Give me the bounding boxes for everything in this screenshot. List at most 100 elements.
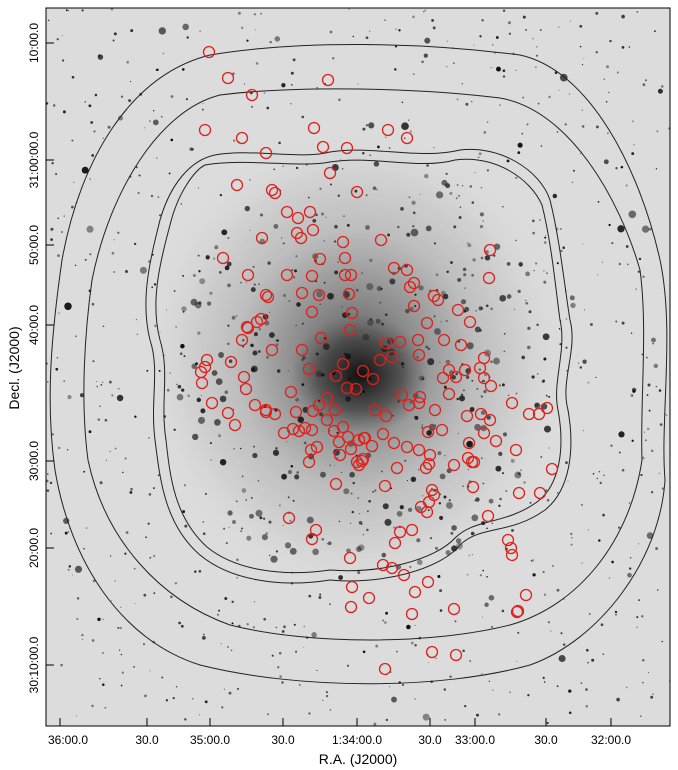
- star: [159, 331, 161, 333]
- star: [110, 8, 114, 11]
- star: [443, 495, 447, 499]
- galaxy-knot: [389, 564, 392, 566]
- star: [275, 447, 278, 450]
- galaxy-knot: [449, 192, 453, 195]
- star: [134, 415, 137, 418]
- star: [618, 262, 622, 266]
- star: [270, 555, 278, 563]
- star: [642, 83, 646, 87]
- source-circle: [385, 561, 399, 575]
- star: [303, 441, 307, 445]
- star: [116, 394, 124, 402]
- star: [543, 270, 545, 272]
- coverage-contours: [49, 44, 668, 685]
- star: [71, 574, 74, 576]
- y-axis-ticks: [46, 42, 54, 666]
- star: [352, 481, 355, 485]
- star: [585, 704, 589, 708]
- source-circle: [379, 409, 393, 423]
- source-circle: [393, 525, 407, 539]
- star: [638, 257, 642, 261]
- star: [232, 139, 236, 142]
- source-circle: [428, 403, 442, 417]
- x-tick-label: 35:00.0: [190, 733, 230, 747]
- galaxy-knot: [365, 194, 368, 197]
- star: [458, 216, 462, 219]
- star: [615, 614, 617, 616]
- star: [550, 630, 552, 632]
- star: [91, 704, 94, 708]
- star: [68, 565, 72, 568]
- galaxy-knot: [268, 520, 272, 524]
- star: [50, 532, 53, 535]
- source-circle: [245, 88, 259, 102]
- star: [227, 646, 229, 648]
- source-circle: [522, 407, 536, 421]
- star: [283, 625, 286, 629]
- galaxy-knot: [457, 277, 462, 282]
- star: [71, 205, 74, 209]
- source-circle: [336, 235, 350, 249]
- galaxy-knot: [338, 575, 344, 581]
- contour-outer-2: [83, 88, 645, 641]
- star: [559, 227, 562, 230]
- galaxy-knot: [460, 299, 467, 305]
- galaxy-knot: [327, 292, 334, 300]
- star: [74, 335, 77, 338]
- star: [62, 110, 66, 114]
- star: [315, 370, 323, 378]
- galaxy-knot: [321, 373, 325, 377]
- star: [592, 472, 595, 475]
- star: [581, 562, 583, 564]
- star: [223, 688, 225, 690]
- source-circle: [510, 605, 524, 619]
- galaxy-knot: [465, 375, 470, 379]
- star: [445, 319, 448, 323]
- star: [216, 613, 220, 616]
- galaxy-knot: [346, 223, 350, 227]
- star: [290, 464, 294, 468]
- star: [625, 184, 628, 187]
- source-circle: [466, 480, 480, 494]
- star: [618, 526, 621, 529]
- star: [202, 532, 206, 536]
- star: [466, 342, 474, 350]
- star: [641, 456, 645, 460]
- star: [337, 194, 340, 197]
- star: [471, 379, 474, 382]
- star: [639, 715, 642, 718]
- star: [102, 652, 104, 654]
- star: [601, 261, 604, 263]
- source-circle: [474, 407, 488, 421]
- star: [184, 484, 186, 487]
- star: [58, 312, 60, 314]
- star: [97, 418, 101, 421]
- star: [540, 456, 543, 458]
- galaxy-knot: [357, 544, 365, 551]
- star: [254, 29, 256, 31]
- star: [551, 564, 555, 568]
- star: [46, 489, 50, 492]
- star: [61, 59, 65, 62]
- star: [271, 654, 274, 657]
- star: [435, 657, 437, 659]
- star: [266, 106, 270, 110]
- star: [199, 30, 201, 33]
- star: [579, 153, 581, 155]
- star: [527, 694, 530, 697]
- star: [198, 569, 202, 573]
- galaxy-knot: [433, 315, 436, 318]
- star: [332, 57, 335, 60]
- x-tick-label: 30.0: [534, 733, 558, 747]
- galaxy-knot: [276, 369, 281, 373]
- star: [413, 415, 416, 417]
- star: [263, 617, 267, 621]
- star: [281, 237, 283, 239]
- source-circle: [437, 333, 451, 347]
- star: [240, 26, 244, 30]
- star: [456, 397, 459, 401]
- star: [602, 653, 605, 656]
- star: [100, 384, 103, 386]
- galaxy-knot: [373, 161, 380, 167]
- star: [323, 281, 326, 284]
